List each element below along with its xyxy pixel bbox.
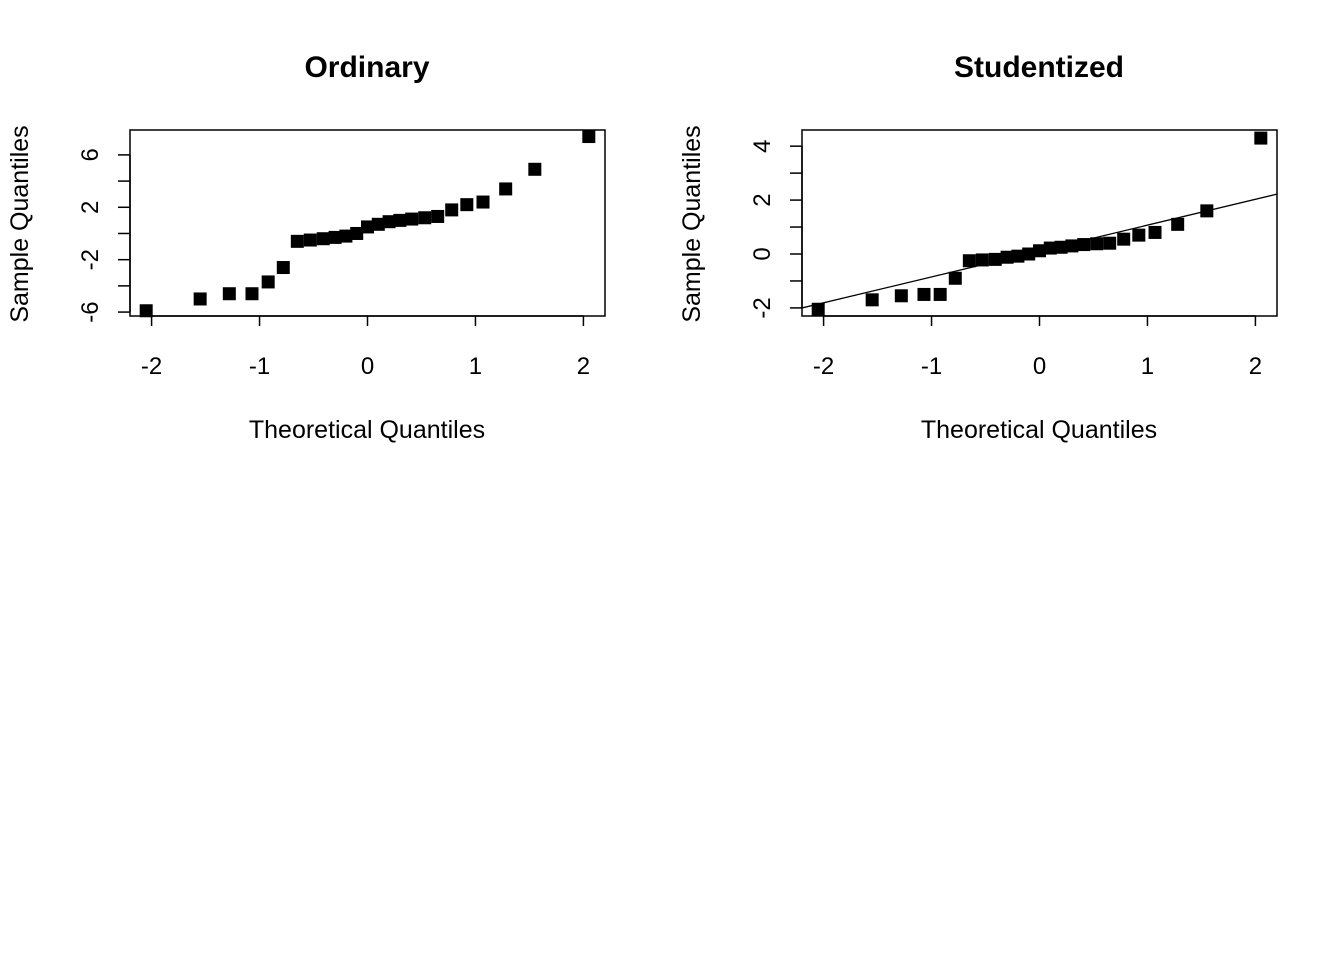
x-axis-label: Theoretical Quantiles (249, 416, 485, 444)
data-point (222, 287, 236, 301)
data-point (290, 234, 304, 248)
data-point (476, 195, 490, 209)
data-point (261, 275, 275, 289)
data-point (245, 287, 259, 301)
panel-ordinary: Ordinary Theoretical Quantiles Sample Qu… (6, 51, 606, 444)
data-point (1254, 131, 1268, 145)
data-point (528, 162, 542, 176)
y-axis-label: Sample Quantiles (6, 125, 34, 322)
data-point (582, 130, 596, 144)
data-point (1117, 232, 1131, 246)
data-point (418, 211, 432, 225)
data-point (1148, 225, 1162, 239)
data-point (1132, 228, 1146, 242)
x-tick-label: -1 (249, 353, 270, 380)
data-point (499, 182, 513, 196)
data-point (1043, 241, 1057, 255)
data-point (1000, 250, 1014, 264)
data-point (1022, 247, 1036, 261)
data-point (393, 213, 407, 227)
data-point (431, 209, 445, 223)
data-point (1011, 249, 1025, 263)
data-point (361, 220, 374, 234)
y-axis-label: Sample Quantiles (678, 125, 706, 322)
x-tick-label: -1 (921, 353, 942, 380)
data-point (811, 302, 825, 316)
data-point (917, 287, 931, 301)
data-point (1103, 236, 1117, 250)
data-point (276, 261, 290, 275)
x-tick-label: 0 (361, 353, 374, 380)
data-point (865, 293, 879, 307)
y-tick-label: 4 (749, 139, 776, 152)
y-tick-label: 6 (77, 148, 104, 161)
data-point (405, 212, 419, 226)
x-tick-label: 1 (1141, 353, 1154, 380)
data-point (316, 232, 330, 246)
data-point (303, 233, 317, 247)
x-tick-label: 2 (577, 353, 590, 380)
data-point (988, 252, 1002, 266)
data-point (975, 253, 989, 267)
data-point (339, 229, 353, 243)
x-axis-label: Theoretical Quantiles (921, 416, 1157, 444)
data-point (460, 198, 474, 212)
data-point (933, 287, 947, 301)
data-point (139, 304, 153, 318)
data-point (445, 203, 459, 217)
y-tick-label: 2 (749, 193, 776, 206)
data-point (1065, 239, 1079, 253)
data-point (350, 226, 364, 240)
plot-frame (801, 129, 1278, 317)
data-point (371, 217, 385, 231)
data-point (1054, 240, 1068, 254)
data-point (894, 289, 908, 303)
data-point (382, 215, 396, 229)
y-tick-label: 2 (77, 201, 104, 214)
data-point (193, 292, 207, 306)
y-tick-label: -2 (77, 249, 104, 270)
x-tick-label: -2 (813, 353, 834, 380)
x-tick-label: 2 (1249, 353, 1262, 380)
data-point (1090, 237, 1104, 251)
x-tick-label: 1 (469, 353, 482, 380)
chart-title: Ordinary (304, 51, 429, 84)
chart-title: Studentized (954, 51, 1124, 84)
y-tick-label: -6 (77, 301, 104, 322)
x-tick-label: 0 (1033, 353, 1046, 380)
panel-studentized: Studentized Theoretical Quantiles Sample… (678, 51, 1278, 444)
data-point (1033, 244, 1046, 258)
data-point (1171, 217, 1185, 231)
data-point (328, 230, 342, 244)
y-tick-label: 0 (749, 247, 776, 260)
y-tick-label: -2 (749, 297, 776, 318)
x-tick-label: -2 (141, 353, 162, 380)
data-point (948, 271, 962, 285)
data-point (962, 254, 976, 268)
data-point (1077, 238, 1091, 252)
data-point (1200, 204, 1214, 218)
